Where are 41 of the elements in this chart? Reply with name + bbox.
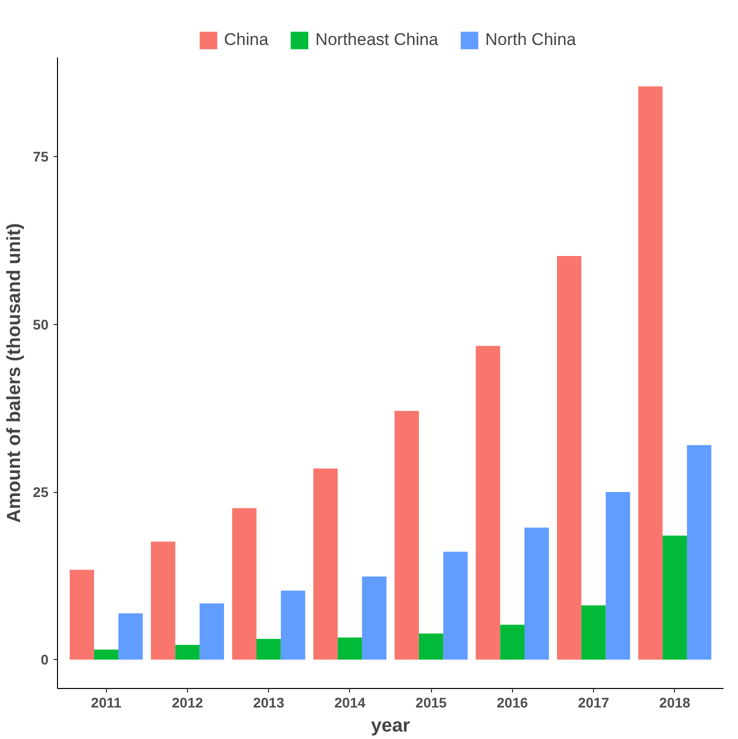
x-tick-label: 2015 xyxy=(416,694,447,710)
x-tick-label: 2013 xyxy=(253,694,284,710)
x-tick-label: 2014 xyxy=(334,694,366,710)
bar xyxy=(232,508,256,660)
bar xyxy=(500,624,525,660)
bar xyxy=(686,445,712,660)
bar xyxy=(443,552,468,660)
bar xyxy=(200,603,224,660)
bar xyxy=(94,650,118,660)
y-axis-title: Amount of balers (thousand unit) xyxy=(4,223,25,523)
bar xyxy=(256,638,281,660)
bar xyxy=(338,638,362,660)
bar xyxy=(118,613,143,660)
bar xyxy=(524,528,549,660)
x-tick-label: 2018 xyxy=(659,694,691,710)
bar xyxy=(313,468,338,660)
y-tick-label: 25 xyxy=(32,484,49,500)
bar xyxy=(394,410,419,660)
bar xyxy=(150,542,176,660)
bar xyxy=(175,644,200,660)
bar xyxy=(581,605,606,660)
bar xyxy=(70,570,94,660)
legend-label: China xyxy=(224,30,268,50)
bar xyxy=(476,346,500,660)
y-tick-label: 0 xyxy=(40,652,49,668)
bar xyxy=(280,590,306,660)
bar xyxy=(557,256,582,660)
bar xyxy=(662,536,687,660)
bar xyxy=(418,634,444,660)
bar xyxy=(638,86,663,660)
x-tick-label: 2017 xyxy=(578,694,610,710)
x-tick-label: 2016 xyxy=(496,694,528,710)
bar xyxy=(606,492,630,660)
y-tick-label: 50 xyxy=(32,316,49,332)
x-axis-title: year xyxy=(370,716,411,736)
x-tick-label: 2011 xyxy=(91,694,122,710)
x-tick-label: 2012 xyxy=(172,694,204,710)
bar xyxy=(362,576,386,660)
legend-label: Northeast China xyxy=(315,30,438,50)
y-tick-label: 75 xyxy=(32,148,49,165)
legend-label: North China xyxy=(485,30,576,50)
